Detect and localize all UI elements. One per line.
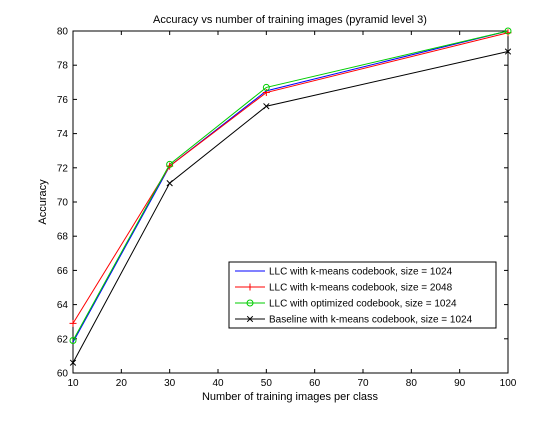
y-tick-label: 68	[57, 232, 69, 243]
x-tick-label: 70	[357, 378, 369, 389]
y-tick-label: 76	[57, 95, 69, 106]
series-line-3	[72, 30, 509, 341]
x-tick-label: 30	[164, 378, 176, 389]
y-tick-label: 60	[57, 369, 69, 380]
x-axis-label: Number of training images per class	[202, 391, 379, 403]
legend-box	[228, 261, 497, 329]
data-point-circle-marker	[246, 299, 254, 307]
data-point-plus-marker	[69, 319, 77, 327]
y-tick-label: 62	[57, 334, 69, 345]
y-tick-label: 74	[57, 129, 69, 140]
data-point-x-marker	[263, 103, 270, 110]
data-point-circle-marker	[504, 27, 512, 35]
chart-title: Accuracy vs number of training images (p…	[153, 14, 427, 26]
x-tick-label: 80	[406, 378, 418, 389]
x-tick-label: 100	[500, 378, 517, 389]
data-point-circle-marker	[166, 160, 174, 168]
y-axis-label: Accuracy	[37, 179, 49, 225]
x-tick-label: 20	[116, 378, 128, 389]
y-tick-label: 66	[57, 266, 69, 277]
legend: LLC with k-means codebook, size = 1024 LL…	[228, 261, 497, 329]
x-tick-label: 40	[212, 378, 224, 389]
y-tick-label: 78	[57, 61, 69, 72]
x-tick-label: 60	[309, 378, 321, 389]
x-tick-label: 10	[67, 378, 79, 389]
legend-entry-label: Baseline with k-means codebook, size = 1…	[269, 315, 473, 326]
x-tick-label: 50	[261, 378, 273, 389]
data-point-circle-marker	[69, 337, 77, 345]
y-tick-label: 80	[57, 27, 69, 38]
data-point-circle-marker	[262, 83, 270, 91]
x-tick-label: 90	[454, 378, 466, 389]
series-line-4	[72, 51, 509, 363]
legend-entry-label: LLC with k-means codebook, size = 2048	[269, 283, 453, 294]
data-point-plus-marker	[246, 283, 254, 291]
data-point-x-marker	[69, 359, 77, 366]
y-tick-label: 64	[57, 300, 69, 311]
data-point-x-marker	[504, 48, 512, 55]
series-markers	[69, 27, 512, 366]
legend-entry-label: LLC with optimized codebook, size = 1024	[269, 299, 457, 310]
data-point-x-marker	[166, 180, 173, 187]
series-lines	[72, 30, 509, 363]
legend-entry-label: LLC with k-means codebook, size = 1024	[269, 267, 453, 278]
series-line-1	[72, 30, 509, 343]
axis-ticks: 10 20 30 40 50 60 70 80 90 100 60 62 64 66 68 70 72 74 76 7…	[57, 27, 517, 390]
y-tick-label: 70	[57, 198, 69, 209]
series-line-2	[72, 32, 509, 324]
data-point-x-marker	[246, 315, 254, 323]
y-tick-label: 72	[57, 163, 69, 174]
